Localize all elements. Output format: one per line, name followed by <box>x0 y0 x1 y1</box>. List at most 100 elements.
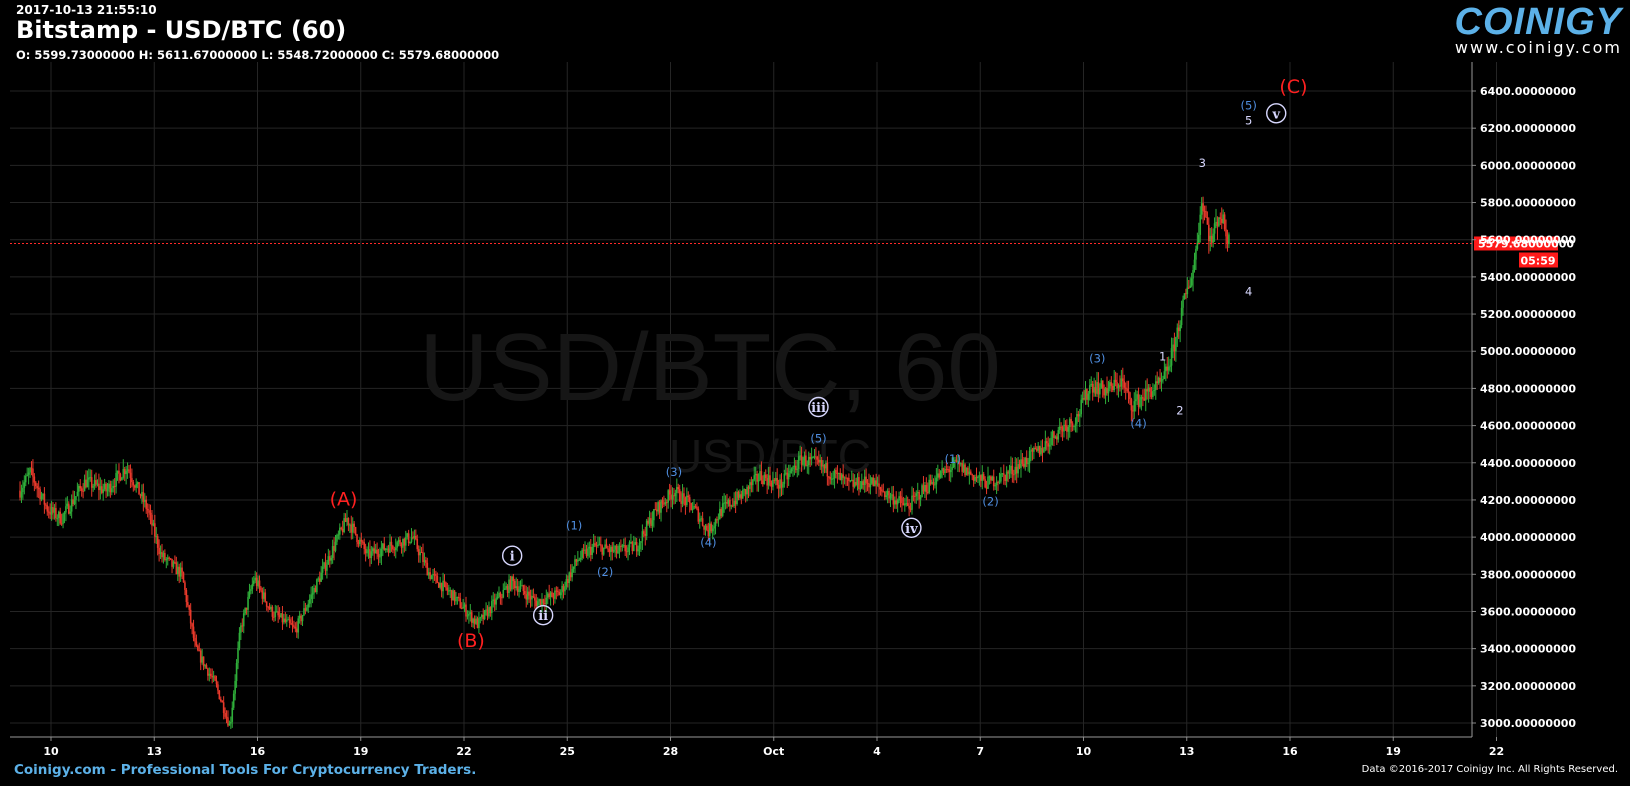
candle-body <box>783 473 786 484</box>
candle-body <box>817 459 820 463</box>
candle-body <box>939 470 942 478</box>
candle-body <box>967 467 969 475</box>
candle-body <box>399 539 401 545</box>
candle-body <box>251 584 254 590</box>
footer-tagline[interactable]: Coinigy.com - Professional Tools For Cry… <box>14 762 477 778</box>
wave-label-white: 5 <box>1245 113 1252 127</box>
candle-body <box>716 519 718 521</box>
countdown-badge <box>1519 252 1558 268</box>
candle-body <box>376 549 378 555</box>
candle-body <box>334 541 337 551</box>
candle-body <box>789 470 791 474</box>
candle-body <box>987 476 989 489</box>
candle-body <box>760 471 763 481</box>
candle-body <box>241 625 244 627</box>
candle-body <box>502 589 505 598</box>
candle-body <box>423 560 426 563</box>
candle-body <box>475 618 477 624</box>
candle-body <box>26 474 28 476</box>
candle-body <box>667 490 670 503</box>
last-price-label: 5579.68000000 <box>1478 237 1574 250</box>
candle-body <box>392 545 394 550</box>
candle-body <box>1220 218 1223 223</box>
candle-body <box>1126 388 1128 392</box>
candle-body <box>1216 221 1219 227</box>
candle-body <box>271 606 274 617</box>
candle-body <box>92 486 94 488</box>
candle-body <box>569 572 572 578</box>
candle-body <box>201 656 203 663</box>
candle-body <box>211 675 213 678</box>
candle-body <box>726 502 728 504</box>
candle-body <box>902 503 905 506</box>
candle-body <box>664 502 667 505</box>
candle-body <box>1024 457 1027 467</box>
candle-body <box>532 596 535 598</box>
candle-body <box>86 479 89 488</box>
candle-body <box>868 483 870 488</box>
candle-body <box>952 460 955 468</box>
candle-body <box>892 494 895 505</box>
candle-body <box>93 480 96 487</box>
candle-body <box>720 508 723 516</box>
candle-body <box>1202 203 1204 211</box>
candle-body <box>1192 269 1194 279</box>
candle-body <box>450 590 453 601</box>
candle-body <box>298 615 301 619</box>
candle-body <box>344 518 347 522</box>
candle-body <box>513 580 516 589</box>
candle-body <box>1127 391 1130 393</box>
candle-body <box>267 606 269 608</box>
candle-body <box>133 485 136 488</box>
candle-body <box>340 527 343 529</box>
candle-body <box>617 550 619 554</box>
candle-body <box>826 462 829 477</box>
candle-body <box>321 567 324 573</box>
candle-body <box>1077 414 1080 417</box>
candle-body <box>974 477 976 481</box>
candle-body <box>202 656 205 667</box>
candle-body <box>1008 470 1011 474</box>
candle-body <box>462 606 464 609</box>
candle-body <box>317 578 320 580</box>
candle-body <box>1200 203 1203 215</box>
candle-body <box>790 469 793 471</box>
candle-body <box>925 485 928 492</box>
candle-body <box>942 468 945 474</box>
candle-body <box>849 480 852 482</box>
candle-body <box>1073 426 1075 428</box>
candle-body <box>347 517 350 525</box>
candle-body <box>400 544 403 548</box>
candle-body <box>641 531 644 542</box>
candle-body <box>577 559 579 562</box>
candle-body <box>488 607 490 617</box>
candle-body <box>915 493 918 497</box>
candle-body <box>696 506 698 509</box>
candle-body <box>1106 387 1108 394</box>
candle-body <box>912 495 915 497</box>
candle-body <box>628 542 631 548</box>
candle-body <box>483 610 486 620</box>
candle-body <box>419 552 421 556</box>
candle-body <box>779 479 781 489</box>
coinigy-logo[interactable]: COINIGY www.coinigy.com <box>1455 0 1622 57</box>
wave-label-red: (C) <box>1279 76 1307 98</box>
candle-body <box>195 641 198 646</box>
candle-body <box>872 477 875 487</box>
countdown-label: 05:59 <box>1520 254 1555 267</box>
candle-body <box>621 545 624 547</box>
candle-body <box>741 490 744 499</box>
candle-body <box>582 549 585 551</box>
candle-body <box>445 582 447 588</box>
chart-grid <box>10 62 1497 737</box>
candle-body <box>260 587 262 591</box>
candle-body <box>361 541 364 543</box>
candle-body <box>1179 325 1181 332</box>
candle-body <box>1027 463 1029 465</box>
candle-body <box>853 481 856 487</box>
candle-body <box>634 541 637 545</box>
candle-body <box>178 566 181 577</box>
candle-body <box>608 549 611 553</box>
candle-body <box>158 547 160 555</box>
